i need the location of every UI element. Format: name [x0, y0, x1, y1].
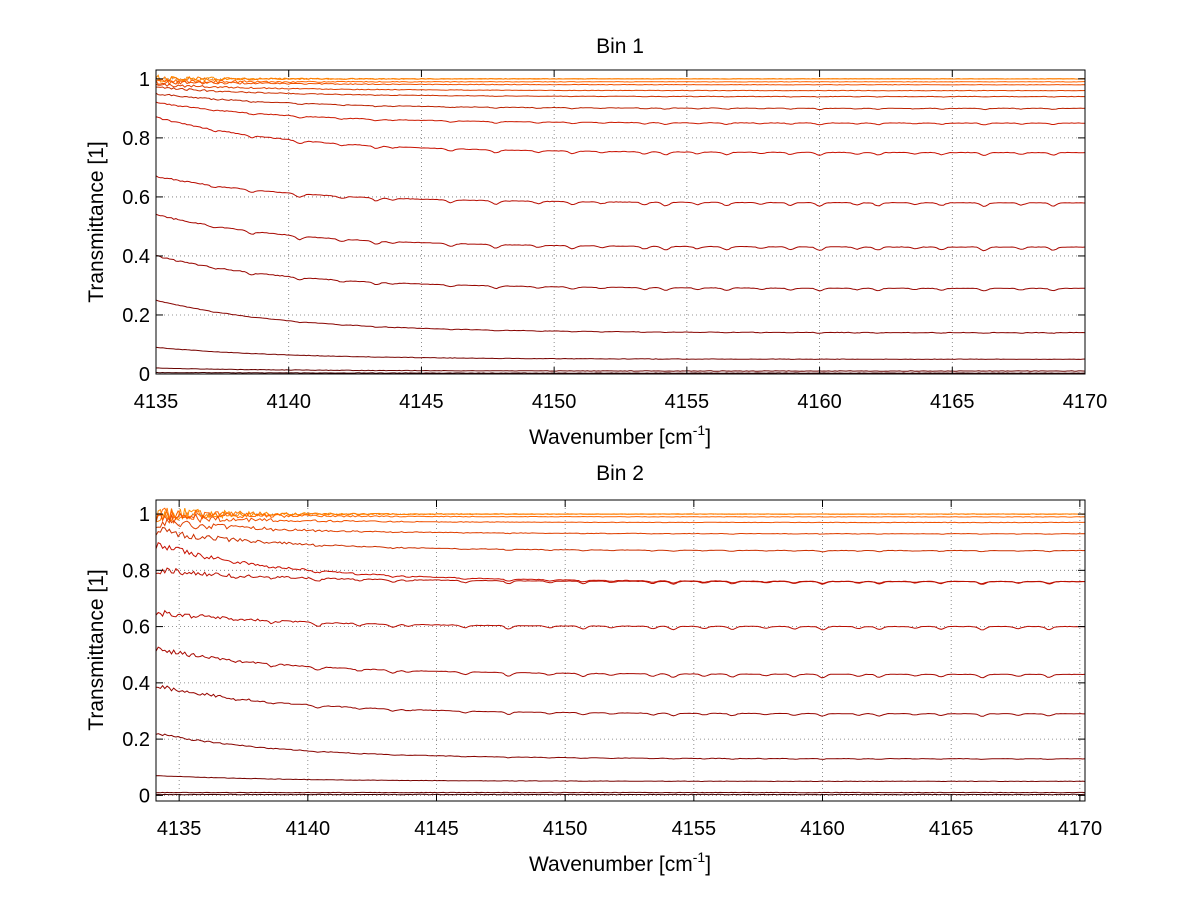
subplot-1-xlabel-end: ]	[705, 426, 711, 449]
subplot-1-xlabel: Wavenumber [cm-1]	[529, 422, 711, 449]
series-trace	[156, 213, 1085, 252]
x-tick-label: 4150	[532, 391, 577, 413]
subplot-1-xlabel-text: Wavenumber [cm	[529, 426, 693, 449]
x-tick-label: 4145	[399, 391, 444, 413]
subplot-2-ylabel: Transmittance [1]	[85, 569, 108, 730]
series-trace	[156, 371, 1085, 374]
series-trace	[156, 75, 1085, 82]
y-tick-label: 0.2	[122, 729, 150, 751]
y-tick-label: 0.2	[122, 305, 150, 327]
x-tick-label: 4140	[266, 391, 311, 413]
series-trace	[156, 83, 1085, 92]
subplot-1-ticks: 4135 4140 4145 4150 4155 4160 4165 4170 0 0.2 0.4 0…	[122, 69, 1107, 413]
series-trace	[156, 518, 1085, 535]
subplot-1-xlabel-superscript: -1	[693, 422, 706, 438]
x-tick-label: 4160	[797, 391, 842, 413]
x-tick-label: 4155	[665, 391, 710, 413]
x-tick-label: 4140	[286, 818, 331, 840]
series-trace	[156, 609, 1085, 631]
y-tick-label: 0.8	[122, 560, 150, 582]
x-tick-label: 4165	[929, 818, 974, 840]
x-tick-label: 4155	[672, 818, 717, 840]
subplot-1-ylabel: Transmittance [1]	[85, 141, 108, 302]
series-trace	[156, 367, 1085, 372]
subplot-2-xlabel: Wavenumber [cm-1]	[529, 849, 711, 876]
y-tick-label: 0.4	[122, 246, 150, 268]
x-tick-label: 4150	[543, 818, 588, 840]
series-trace	[156, 567, 1085, 585]
series-trace	[156, 526, 1085, 553]
x-tick-label: 4165	[930, 391, 975, 413]
y-tick-label: 0.4	[122, 673, 150, 695]
subplot-bin-1: Bin 1 4135 4140 4145 4150 4155 4160 4165 4170 0 0…	[85, 35, 1107, 449]
y-tick-label: 0	[139, 364, 150, 386]
x-tick-label: 4135	[134, 391, 179, 413]
subplot-2-xlabel-end: ]	[705, 853, 711, 876]
subplot-2-ticks: 4135 4140 4145 4150 4155 4160 4165 4170 0 0.2 0.4 0…	[122, 500, 1102, 840]
subplot-1-traces	[156, 74, 1085, 374]
series-trace	[156, 299, 1085, 334]
y-tick-label: 0	[139, 785, 150, 807]
subplot-2-xlabel-superscript: -1	[693, 849, 706, 865]
series-trace	[156, 101, 1085, 126]
series-trace	[156, 86, 1085, 98]
subplot-2-axes-frame	[155, 499, 1086, 802]
series-trace	[156, 507, 1085, 523]
subplot-1-axes-frame	[155, 69, 1086, 375]
series-trace	[156, 733, 1085, 760]
series-trace	[156, 175, 1085, 207]
subplot-2-title: Bin 2	[596, 462, 644, 485]
series-trace	[156, 684, 1085, 717]
x-tick-label: 4135	[157, 818, 202, 840]
subplot-2-traces	[156, 507, 1085, 796]
x-tick-label: 4160	[800, 818, 845, 840]
series-trace	[156, 78, 1085, 86]
y-tick-label: 0.6	[122, 187, 150, 209]
series-trace	[156, 92, 1085, 111]
series-trace	[156, 116, 1085, 156]
series-trace	[156, 255, 1085, 292]
x-tick-label: 4170	[1063, 391, 1108, 413]
subplot-2-xlabel-text: Wavenumber [cm	[529, 853, 693, 876]
series-trace	[156, 513, 1085, 525]
y-tick-label: 1	[139, 504, 150, 526]
y-tick-label: 0.6	[122, 617, 150, 639]
y-tick-label: 0.8	[122, 128, 150, 150]
subplot-bin-2: Bin 2 4135 4140 4145 4150 4155 4160 4165 4170 0 0…	[85, 462, 1102, 876]
subplot-1-title: Bin 1	[596, 35, 644, 58]
x-tick-label: 4145	[414, 818, 459, 840]
series-trace	[156, 507, 1085, 522]
y-tick-label: 1	[139, 69, 150, 91]
series-trace	[156, 79, 1085, 86]
series-trace	[156, 646, 1085, 679]
x-tick-label: 4170	[1058, 818, 1103, 840]
series-trace	[156, 775, 1085, 783]
series-trace	[156, 346, 1085, 361]
